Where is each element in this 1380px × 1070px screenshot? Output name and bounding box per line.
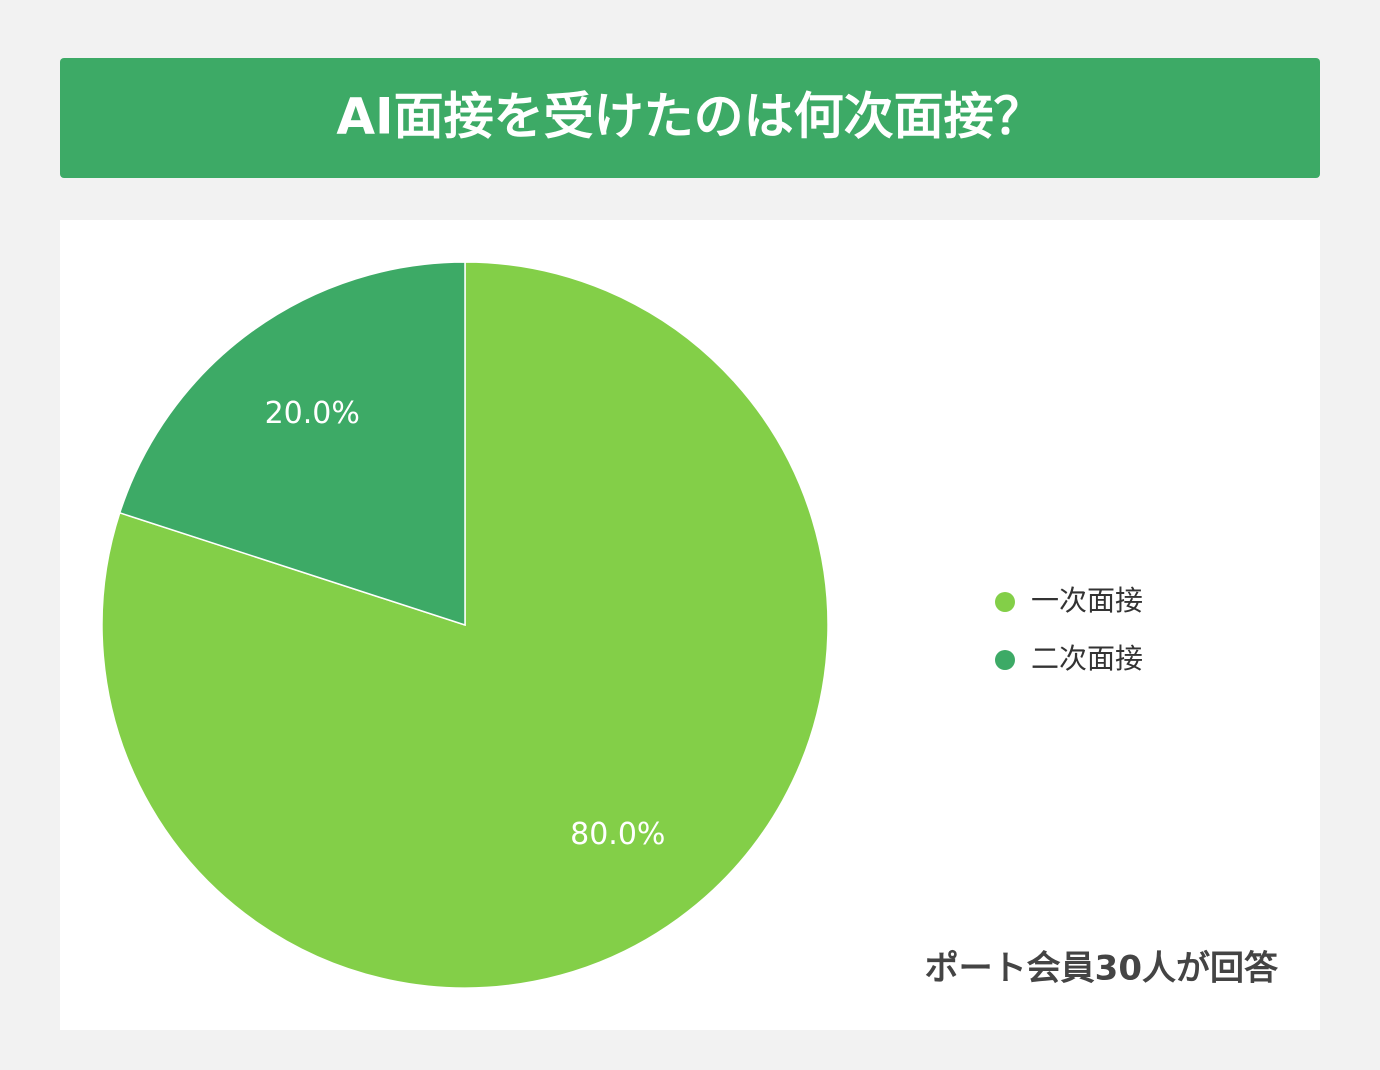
data-label: 80.0% — [570, 817, 665, 852]
data-label: 20.0% — [265, 396, 360, 431]
pie-slice — [118, 261, 466, 627]
legend-label: 一次面接 — [1031, 584, 1143, 617]
legend-swatch — [995, 650, 1015, 670]
title-banner — [60, 58, 1320, 178]
legend-swatch — [995, 592, 1015, 612]
annotation: ポート会員30人が回答 — [925, 949, 1279, 989]
pie — [101, 261, 829, 989]
chart-title: AI面接を受けたのは何次面接？ — [336, 88, 1043, 146]
legend-label: 二次面接 — [1031, 642, 1143, 675]
